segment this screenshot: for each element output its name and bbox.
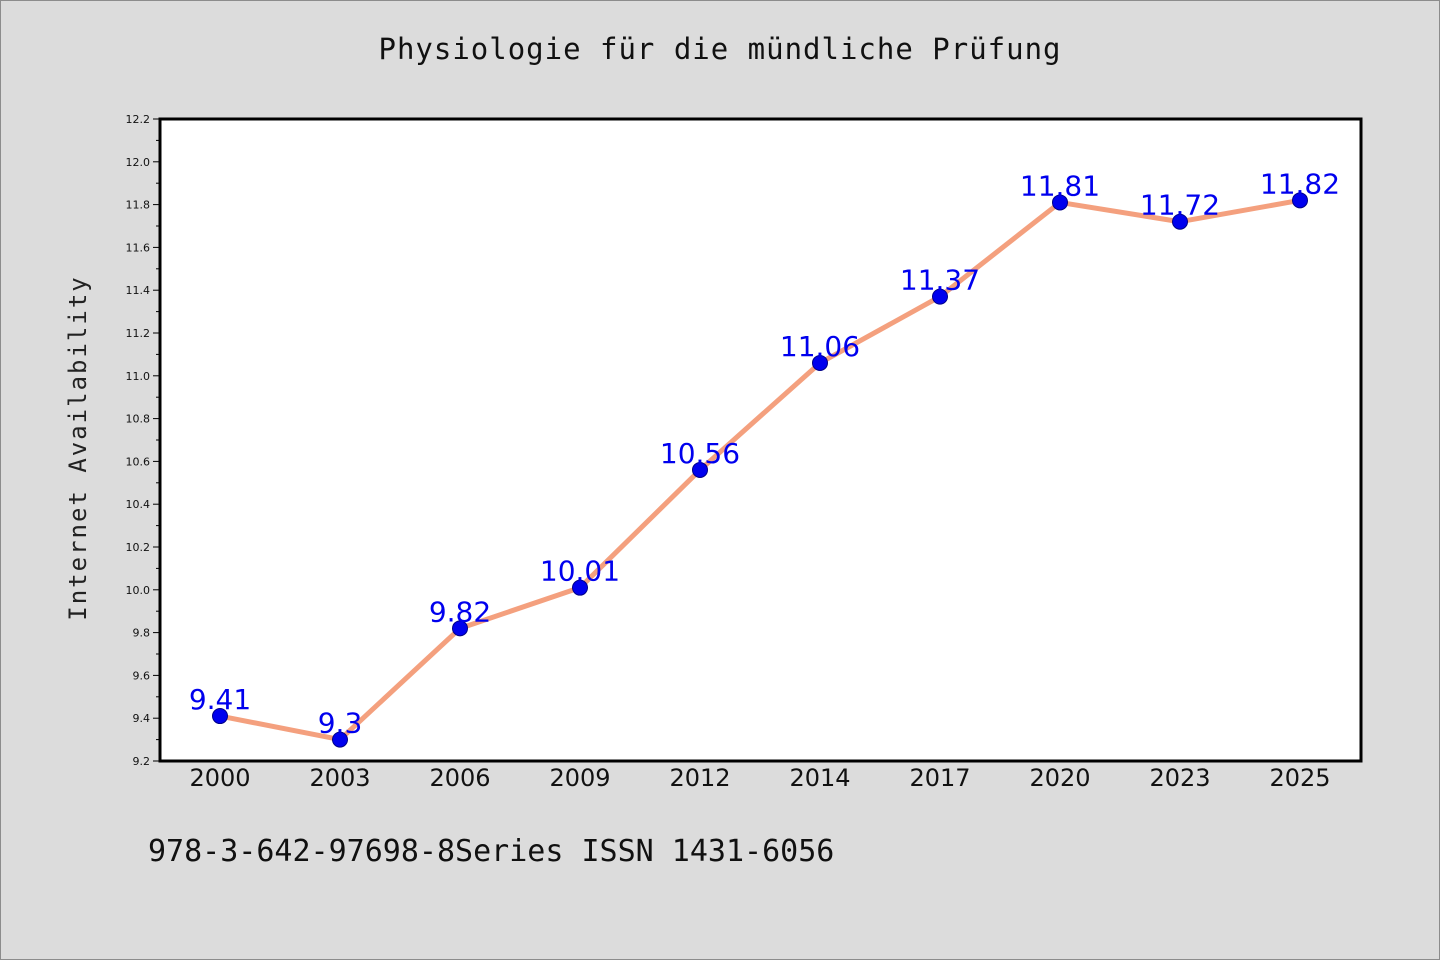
data-point bbox=[1052, 194, 1068, 211]
data-point bbox=[212, 708, 228, 725]
data-label: 11.37 bbox=[900, 264, 980, 297]
y-tick-label: 10.0 bbox=[126, 584, 151, 597]
data-label: 10.01 bbox=[540, 555, 620, 588]
x-tick-label: 2003 bbox=[309, 764, 370, 792]
x-tick-label: 2025 bbox=[1269, 764, 1330, 792]
x-tick-label: 2000 bbox=[189, 764, 250, 792]
data-label: 9.82 bbox=[429, 595, 491, 628]
data-point bbox=[1292, 192, 1308, 209]
y-tick-label: 9.2 bbox=[133, 755, 151, 768]
x-axis: 2000 2003 2006 2009 2012 2014 2017 2020 2023 2025 bbox=[189, 764, 1330, 792]
data-point bbox=[932, 288, 948, 305]
data-point bbox=[1172, 213, 1188, 230]
y-tick-label: 11.0 bbox=[126, 370, 151, 383]
chart-title: Physiologie für die mündliche Prüfung bbox=[378, 32, 1062, 66]
data-label: 11.72 bbox=[1140, 189, 1220, 222]
data-label: 10.56 bbox=[660, 437, 740, 470]
y-tick-label: 10.8 bbox=[126, 413, 151, 426]
data-point bbox=[572, 579, 588, 596]
y-tick-label: 12.0 bbox=[126, 156, 151, 169]
data-point bbox=[452, 620, 468, 637]
series-group: 9.41 9.3 9.82 10.01 10.56 11.06 11.37 11.81 11.7… bbox=[189, 167, 1340, 748]
footer-isbn-text: 978-3-642-97698-8Series ISSN 1431-6056 bbox=[148, 834, 835, 869]
y-tick-label: 10.6 bbox=[126, 455, 151, 468]
x-tick-label: 2012 bbox=[669, 764, 730, 792]
x-tick-label: 2009 bbox=[549, 764, 610, 792]
x-tick-label: 2006 bbox=[429, 764, 490, 792]
data-label: 11.81 bbox=[1020, 169, 1100, 202]
data-point bbox=[812, 354, 828, 371]
y-tick-label: 11.2 bbox=[126, 327, 151, 340]
data-label: 9.41 bbox=[189, 683, 251, 716]
y-axis: 9.2 9.4 9.6 9.8 10.0 10.2 10.4 10.6 10.8 11.0 11.2… bbox=[126, 113, 160, 768]
plot-area bbox=[158, 117, 1363, 763]
x-tick-label: 2014 bbox=[789, 764, 850, 792]
x-tick-label: 2020 bbox=[1029, 764, 1090, 792]
y-tick-label: 9.4 bbox=[133, 712, 151, 725]
data-point bbox=[692, 461, 708, 478]
data-label: 11.82 bbox=[1260, 167, 1340, 200]
y-tick-label: 10.4 bbox=[126, 498, 151, 511]
series-line bbox=[217, 197, 1303, 743]
x-tick-label: 2017 bbox=[909, 764, 970, 792]
data-label: 11.06 bbox=[780, 330, 860, 363]
data-point bbox=[332, 731, 348, 748]
y-tick-label: 11.8 bbox=[126, 199, 151, 212]
y-tick-label: 11.6 bbox=[126, 241, 151, 254]
y-tick-label: 11.4 bbox=[126, 284, 151, 297]
data-label: 9.3 bbox=[318, 707, 363, 740]
y-tick-label: 9.6 bbox=[133, 669, 151, 682]
x-tick-label: 2023 bbox=[1149, 764, 1210, 792]
y-tick-label: 9.8 bbox=[133, 627, 151, 640]
y-tick-label: 10.2 bbox=[126, 541, 151, 554]
y-tick-label: 12.2 bbox=[126, 113, 151, 126]
